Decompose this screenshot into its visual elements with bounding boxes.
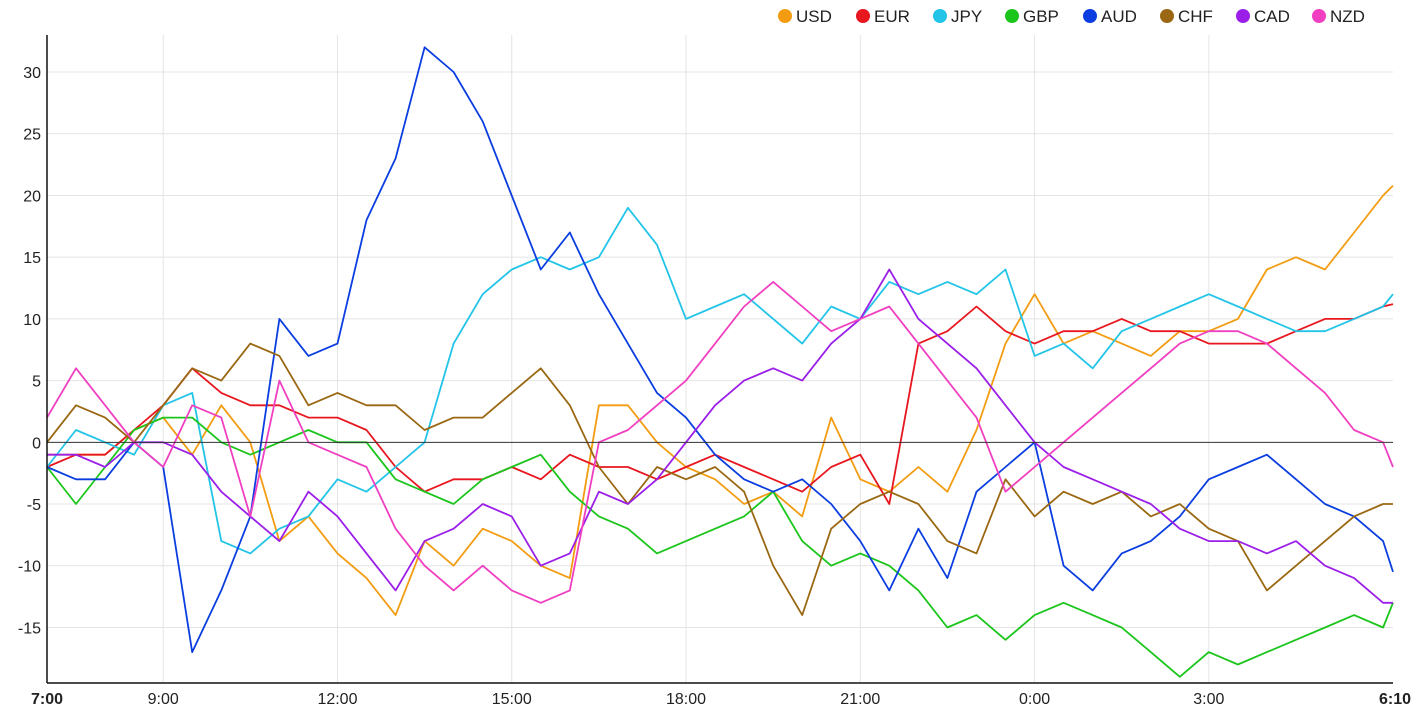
legend-marker-chf [1160, 9, 1174, 23]
series-line-eur [46, 303, 1394, 505]
y-tick-label: 30 [23, 65, 41, 82]
legend-marker-usd [778, 9, 792, 23]
x-tick-label: 12:00 [317, 691, 357, 708]
series-line-jpy [46, 206, 1394, 555]
legend-marker-aud [1083, 9, 1097, 23]
series-layer [46, 46, 1394, 678]
y-tick-label: 10 [23, 312, 41, 329]
grid-layer [47, 35, 1393, 683]
x-tick-label: 3:00 [1193, 691, 1224, 708]
legend-label-eur: EUR [874, 7, 910, 26]
legend-marker-eur [856, 9, 870, 23]
legend-label-usd: USD [796, 7, 832, 26]
legend: USD EUR JPY GBP AUD CHF CAD NZD [778, 7, 1365, 26]
y-tick-label: 20 [23, 188, 41, 205]
x-tick-label: 7:00 [31, 691, 63, 708]
y-tick-label: 15 [23, 250, 41, 267]
y-tick-label: 25 [23, 127, 41, 144]
x-tick-label: 9:00 [148, 691, 179, 708]
legend-marker-jpy [933, 9, 947, 23]
axis-layer: 30 25 20 15 10 5 0 -5 -10 -15 7:00 9:00 12:00 15:00 18… [18, 35, 1411, 708]
series-line-gbp [46, 416, 1394, 678]
legend-marker-cad [1236, 9, 1250, 23]
legend-label-gbp: GBP [1023, 7, 1059, 26]
y-tick-label: 5 [32, 374, 41, 391]
y-tick-label: 0 [32, 435, 41, 452]
legend-marker-gbp [1005, 9, 1019, 23]
x-tick-label: 21:00 [840, 691, 880, 708]
y-tick-label: -5 [27, 497, 41, 514]
series-line-nzd [46, 280, 1394, 604]
legend-label-jpy: JPY [951, 7, 982, 26]
legend-label-nzd: NZD [1330, 7, 1365, 26]
legend-marker-nzd [1312, 9, 1326, 23]
y-tick-label: -15 [18, 620, 41, 637]
series-line-aud [46, 46, 1394, 653]
x-tick-label: 15:00 [492, 691, 532, 708]
y-tick-label: -10 [18, 559, 41, 576]
x-tick-label: 18:00 [666, 691, 706, 708]
x-tick-label: 6:10 [1379, 691, 1411, 708]
series-line-cad [47, 268, 1393, 604]
legend-label-chf: CHF [1178, 7, 1213, 26]
x-tick-label: 0:00 [1019, 691, 1050, 708]
legend-label-aud: AUD [1101, 7, 1137, 26]
series-line-usd [47, 184, 1394, 616]
legend-label-cad: CAD [1254, 7, 1290, 26]
series-line-chf [46, 342, 1393, 616]
